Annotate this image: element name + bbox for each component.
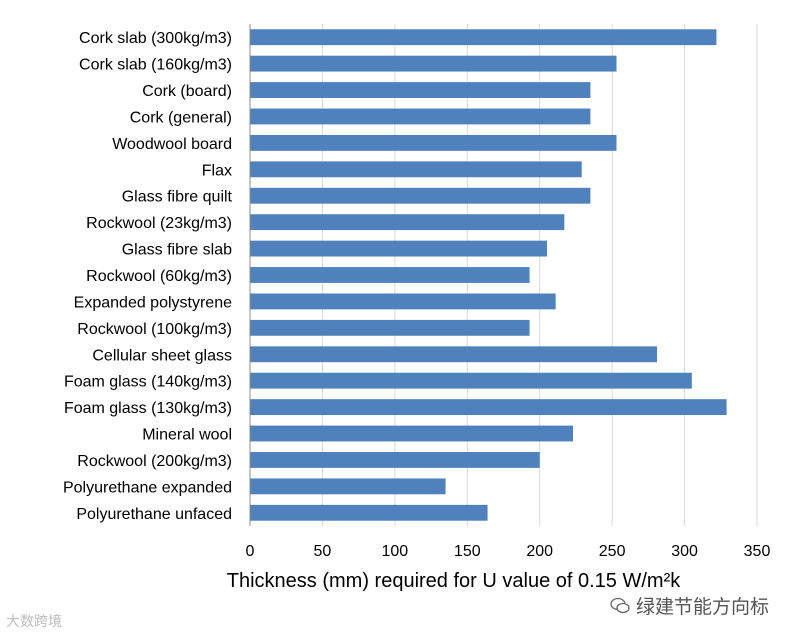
category-label: Woodwool board: [112, 136, 232, 153]
x-tick-label: 200: [526, 543, 553, 560]
watermark-left: 大数跨境: [6, 614, 62, 630]
category-label: Foam glass (130kg/m3): [64, 400, 232, 417]
bar: [250, 319, 530, 336]
x-tick-label: 50: [314, 543, 332, 560]
bar: [250, 240, 547, 257]
watermark-right-text: 绿建节能方向标: [636, 596, 770, 618]
category-labels: Cork slab (300kg/m3) Cork slab (160kg/m3)…: [63, 30, 233, 523]
category-label: Cork slab (160kg/m3): [79, 57, 232, 74]
bar: [250, 214, 565, 231]
bar: [250, 134, 617, 151]
bar: [250, 29, 717, 46]
category-label: Expanded polystyrene: [74, 294, 232, 311]
category-label: Rockwool (60kg/m3): [86, 268, 232, 285]
bar: [250, 108, 591, 125]
x-tick-labels: 0 50 100 150 200 250 300 350: [246, 543, 771, 560]
category-label: Cork slab (300kg/m3): [79, 30, 232, 47]
x-axis-label: Thickness (mm) required for U value of 0…: [227, 570, 681, 592]
category-label: Cellular sheet glass: [92, 347, 232, 364]
category-label: Rockwool (200kg/m3): [77, 453, 232, 470]
category-label: Foam glass (140kg/m3): [64, 374, 232, 391]
watermark-right: 绿建节能方向标: [610, 592, 769, 619]
chart-bars: [250, 29, 727, 521]
x-tick-label: 0: [246, 543, 255, 560]
bar: [250, 55, 617, 72]
category-label: Polyurethane expanded: [63, 479, 232, 496]
category-label: Glass fibre slab: [122, 242, 232, 259]
bar: [250, 372, 692, 389]
x-tick-label: 300: [671, 543, 698, 560]
bar: [250, 187, 591, 204]
bar: [250, 452, 540, 468]
x-tick-label: 250: [599, 543, 626, 560]
bar: [250, 267, 530, 283]
bar: [250, 399, 727, 416]
bar: [250, 346, 658, 363]
category-label: Cork (board): [142, 83, 232, 100]
bar: [250, 504, 488, 521]
category-label: Flax: [202, 162, 232, 179]
category-label: Polyurethane unfaced: [76, 506, 232, 523]
bar: [250, 293, 556, 310]
x-tick-label: 150: [454, 543, 481, 560]
bar: [250, 82, 591, 98]
category-label: Rockwool (100kg/m3): [77, 321, 232, 338]
category-label: Rockwool (23kg/m3): [86, 215, 232, 232]
x-tick-label: 100: [382, 543, 409, 560]
bar: [250, 478, 446, 495]
category-label: Mineral wool: [142, 427, 232, 444]
bar: [250, 161, 582, 178]
bar: [250, 425, 574, 442]
category-label: Cork (general): [130, 109, 232, 126]
wechat-icon: [610, 597, 630, 613]
category-label: Glass fibre quilt: [122, 189, 233, 206]
x-tick-label: 350: [744, 543, 771, 560]
